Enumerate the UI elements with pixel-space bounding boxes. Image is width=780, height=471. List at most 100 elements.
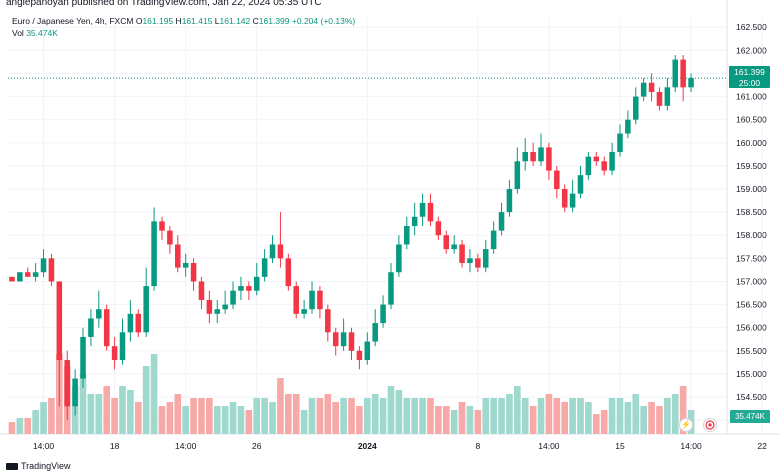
candle-body	[206, 299, 213, 314]
y-tick-label: 156.500	[736, 300, 767, 310]
volume-bar	[134, 402, 142, 434]
y-tick-label: 155.500	[736, 346, 767, 356]
volume-bar	[158, 406, 166, 434]
candle-body	[182, 262, 189, 268]
candle-body	[404, 226, 410, 245]
candle-body	[593, 156, 600, 162]
volume-bar	[40, 402, 47, 434]
candle-body	[88, 318, 94, 337]
volume-label[interactable]: Vol	[12, 28, 24, 38]
candle-body	[293, 286, 299, 314]
candle-body	[561, 189, 568, 208]
x-tick-label: 26	[252, 441, 262, 451]
volume-bar	[221, 406, 229, 434]
x-tick-label: 14:00	[538, 441, 560, 451]
candle-body	[680, 59, 686, 88]
volume-bar	[395, 390, 403, 434]
candle-body	[443, 235, 450, 250]
candle-body	[585, 156, 592, 176]
volume-legend: Vol 35.474K	[12, 28, 58, 38]
candle-body	[151, 221, 157, 287]
candle-body	[309, 290, 315, 310]
candle-body	[253, 276, 260, 291]
volume-bar	[348, 398, 355, 434]
candle-body	[411, 216, 418, 226]
candle-body	[72, 378, 78, 407]
candle-body	[609, 152, 615, 171]
volume-bar	[379, 398, 387, 434]
volume-bar	[245, 410, 253, 434]
candle-body	[230, 290, 236, 305]
candle-body	[246, 286, 252, 291]
candle-body	[419, 202, 426, 217]
open-label: O	[135, 16, 143, 26]
candle-body	[617, 133, 623, 153]
volume-value: 35.474K	[26, 28, 58, 38]
tradingview-logo-icon	[6, 463, 18, 471]
candle-body	[546, 147, 552, 171]
candle-body	[490, 230, 497, 250]
volume-bar	[577, 398, 584, 434]
y-tick-label: 162.000	[736, 45, 767, 55]
candle-body	[285, 258, 292, 287]
volume-bar	[87, 394, 95, 434]
y-tick-label: 158.000	[736, 230, 767, 240]
candle-body	[672, 59, 679, 88]
volume-bar	[142, 366, 150, 434]
volume-bar	[206, 398, 213, 434]
volume-bar	[656, 406, 663, 434]
candle-body	[498, 212, 505, 231]
x-tick-label: 15	[615, 441, 625, 451]
volume-bar	[403, 398, 411, 434]
candle-body	[269, 244, 276, 259]
high-value: 161.415	[181, 16, 213, 26]
x-tick-label: 8	[475, 441, 480, 451]
volume-bar	[553, 398, 561, 434]
volume-bar	[419, 398, 426, 434]
candle-body	[238, 286, 244, 291]
volume-bar	[585, 402, 592, 434]
footer-brand: TradingView	[6, 461, 71, 471]
y-tick-label: 158.500	[736, 207, 767, 217]
volume-bar	[616, 398, 624, 434]
volume-bar	[300, 410, 308, 434]
volume-bar	[237, 406, 245, 434]
candle-body	[656, 91, 663, 106]
candle-body	[64, 360, 70, 407]
candle-body	[348, 332, 355, 351]
candle-body	[103, 309, 110, 347]
candle-body	[332, 332, 339, 347]
volume-bar	[679, 386, 687, 434]
bar-countdown: 25:00	[738, 77, 761, 88]
symbol-name[interactable]: Euro / Japanese Yen, 4h, FXCM	[12, 16, 134, 26]
candle-body	[451, 244, 457, 250]
open-value: 161.195	[142, 16, 174, 26]
candle-body	[688, 78, 694, 88]
volume-bar	[371, 394, 379, 434]
volume-bar	[387, 386, 395, 434]
candle-body	[317, 290, 323, 310]
candle-body	[32, 272, 39, 277]
lightning-icon[interactable]: ⚡	[679, 418, 693, 432]
record-icon[interactable]	[703, 418, 717, 432]
volume-bar	[182, 406, 189, 434]
volume-bar	[79, 374, 87, 434]
volume-bar	[103, 386, 111, 434]
volume-bar	[506, 394, 513, 434]
candle-body	[96, 309, 102, 319]
candle-body	[625, 119, 631, 134]
candle-body	[577, 175, 584, 194]
candle-body	[48, 258, 55, 282]
candle-body	[601, 161, 607, 171]
candle-body	[640, 82, 647, 97]
candle-body	[167, 230, 173, 245]
candle-body	[356, 350, 363, 361]
candle-body	[364, 341, 371, 361]
volume-bar	[363, 398, 371, 434]
volume-bar	[213, 406, 221, 434]
close-value: 161.399	[258, 16, 290, 26]
candle-body	[17, 272, 23, 282]
volume-bar	[8, 422, 16, 434]
candle-body	[648, 82, 655, 92]
